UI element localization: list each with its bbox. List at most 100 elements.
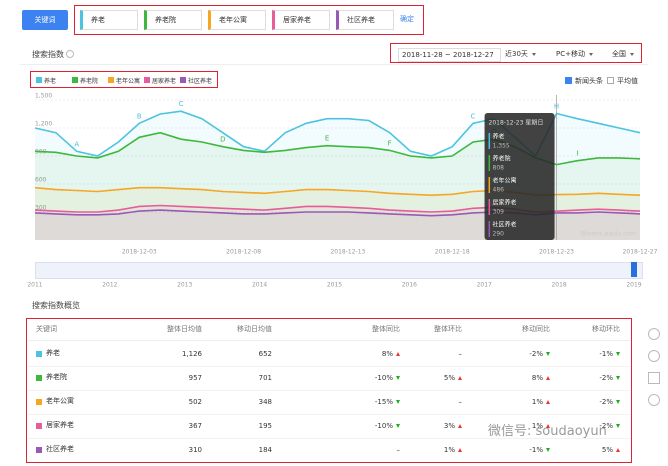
table-cell: 5% — [406, 372, 462, 384]
annotation: D — [220, 136, 225, 144]
date-range[interactable]: 2018-11-28 ~ 2018-12-27 — [398, 48, 501, 62]
highlight-box — [26, 318, 632, 463]
tooltip-name: 养老院 — [493, 155, 511, 163]
highlight-box — [390, 43, 642, 63]
table-cell: – — [344, 444, 401, 456]
keyword-swatch — [36, 423, 42, 429]
table-keyword: 社区养老 — [46, 445, 74, 453]
cell-text: 1% — [443, 446, 455, 454]
cell-text: -10% — [374, 422, 393, 430]
period-select[interactable]: 近30天 — [505, 48, 536, 60]
y-tick-label: 1,200 — [35, 121, 52, 128]
trend-arrow — [458, 424, 462, 428]
table-cell: 701 — [216, 372, 272, 384]
annotation: F — [388, 139, 392, 147]
cell-text: – — [458, 398, 463, 406]
timeline-handle[interactable] — [631, 262, 637, 277]
legend-swatch — [72, 77, 78, 83]
table-header: 整体同比 — [372, 325, 400, 333]
table-keyword: 养老院 — [46, 373, 67, 381]
keyword-swatch — [36, 351, 42, 357]
table-cell: 8% — [344, 348, 400, 360]
row-divider — [28, 414, 630, 415]
table-cell: 957 — [146, 372, 202, 384]
confirm-button[interactable]: 确定 — [400, 15, 414, 23]
table-header: 移动日均值 — [237, 325, 272, 333]
chart-watermark: @index.baidu.com — [580, 231, 636, 238]
table-cell: 184 — [216, 444, 272, 456]
table-keyword: 居家养老 — [46, 421, 74, 429]
legend-label: 养老 — [44, 78, 57, 85]
device: PC+移动 — [556, 50, 585, 58]
table-cell: -2% — [494, 348, 550, 360]
x-tick-label: 2018-12-18 — [435, 249, 470, 256]
tooltip-name: 社区养老 — [493, 221, 517, 229]
cell-text: -10% — [374, 374, 393, 382]
cell-text: 1% — [531, 422, 543, 430]
keyword-input[interactable]: 养老 — [80, 10, 138, 30]
keyword-input[interactable]: 社区养老 — [336, 10, 394, 30]
keyword-input[interactable]: 养老院 — [144, 10, 202, 30]
x-tick-label: 2018-12-03 — [122, 249, 157, 256]
cell-text: 184 — [258, 446, 272, 454]
region-select[interactable]: 全国 — [612, 48, 634, 60]
timeline-year: 2019 — [626, 282, 641, 289]
table-cell: 1% — [494, 420, 550, 432]
section-title: 搜索指数 — [32, 50, 64, 59]
table-cell: – — [406, 396, 463, 408]
device-select[interactable]: PC+移动 — [556, 48, 593, 60]
highlight-box — [74, 5, 424, 35]
keyword-input[interactable]: 老年公寓 — [208, 10, 266, 30]
trend-arrow — [616, 400, 620, 404]
annotation: C — [179, 100, 184, 108]
checkbox[interactable] — [565, 77, 572, 84]
table-keyword: 老年公寓 — [46, 397, 74, 405]
period: 近30天 — [505, 50, 528, 58]
cell-text: 701 — [258, 374, 272, 382]
table-cell: 8% — [494, 372, 550, 384]
side-icon[interactable] — [648, 350, 660, 362]
cell-text: 8% — [531, 374, 543, 382]
cell-text: 652 — [258, 350, 272, 358]
help-icon[interactable] — [66, 50, 74, 58]
table-header: 移动同比 — [522, 325, 550, 333]
x-tick-label: 2018-12-13 — [330, 249, 365, 256]
side-icon[interactable] — [648, 372, 660, 384]
cell-text: – — [396, 446, 401, 454]
side-icon[interactable] — [648, 394, 660, 406]
cell-text: 8% — [381, 350, 393, 358]
tooltip — [484, 113, 555, 240]
region: 全国 — [612, 50, 626, 58]
table-header: 整体日均值 — [167, 325, 202, 333]
x-tick-label: 2018-12-27 — [623, 249, 658, 256]
cell-text: 957 — [188, 374, 202, 382]
keyword-input[interactable]: 居家养老 — [272, 10, 330, 30]
timeline-year: 2014 — [252, 282, 267, 289]
trend-arrow — [616, 376, 620, 380]
side-icon[interactable] — [648, 328, 660, 340]
timeline[interactable] — [35, 262, 643, 279]
tooltip-swatch — [488, 199, 491, 215]
table-cell: 652 — [216, 348, 272, 360]
table-cell: 310 — [146, 444, 202, 456]
tooltip-value: 486 — [493, 187, 505, 194]
trend-arrow — [396, 376, 400, 380]
tooltip-name: 老年公寓 — [493, 177, 517, 185]
trend-arrow — [458, 376, 462, 380]
table-cell: – — [406, 348, 463, 360]
trend-arrow — [616, 352, 620, 356]
checkbox[interactable] — [607, 77, 614, 84]
annotation: E — [325, 135, 329, 143]
cell-text: -1% — [529, 446, 543, 454]
legend-label: 社区养老 — [188, 78, 213, 85]
timeline-year: 2018 — [551, 282, 566, 289]
tooltip-value: 808 — [493, 165, 505, 172]
keyword-button[interactable]: 关键词 — [22, 10, 68, 30]
tooltip-value: 309 — [493, 209, 505, 216]
cell-text: 3% — [443, 422, 455, 430]
trend-arrow — [396, 352, 400, 356]
table-cell: -15% — [344, 396, 400, 408]
trend-arrow — [546, 448, 550, 452]
trend-arrow — [546, 352, 550, 356]
